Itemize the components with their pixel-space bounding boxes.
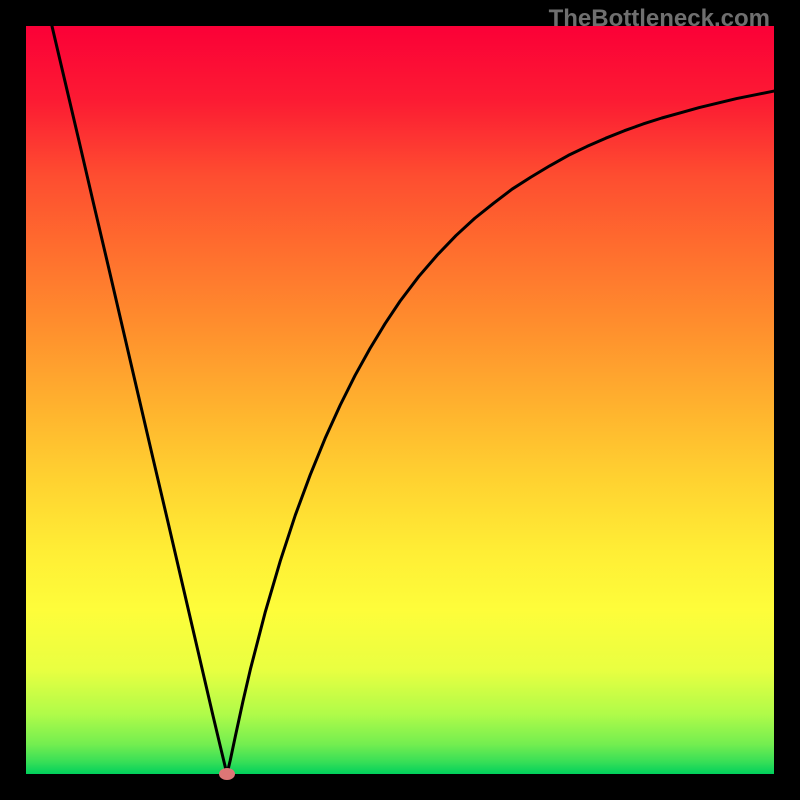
minimum-marker <box>219 768 235 780</box>
curve-layer <box>26 26 774 774</box>
bottleneck-curve <box>52 26 774 774</box>
chart-frame: TheBottleneck.com <box>0 0 800 800</box>
